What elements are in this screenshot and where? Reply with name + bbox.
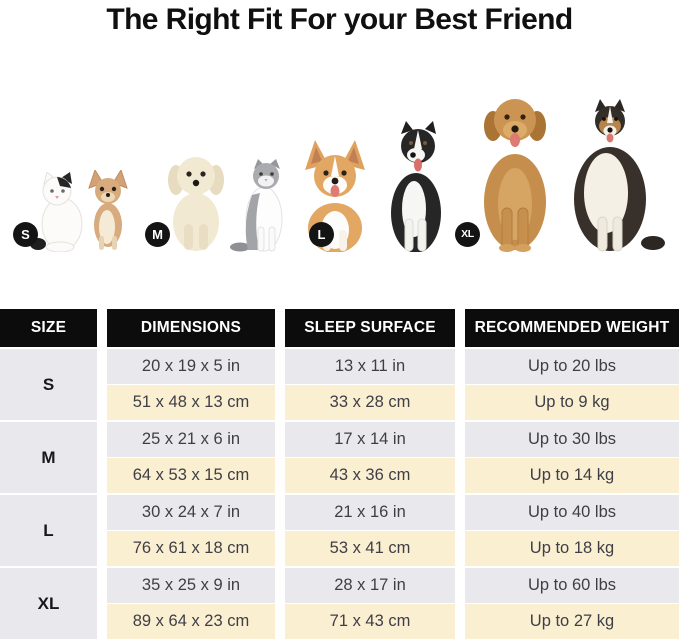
sleep-surface-in-xl: 28 x 17 in	[285, 568, 455, 603]
sleep-surface-in-s: 13 x 11 in	[285, 349, 455, 384]
dimensions-cm-xl: 89 x 64 x 23 cm	[107, 604, 275, 639]
sleep-surface-cm-xl: 71 x 43 cm	[285, 604, 455, 639]
sleep-surface-in-m: 17 x 14 in	[285, 422, 455, 457]
size-badge-xl: XL	[455, 222, 480, 247]
border-collie-photo	[391, 121, 441, 252]
weight-kg-l: Up to 18 kg	[465, 531, 679, 566]
sleep-surface-cm-l: 53 x 41 cm	[285, 531, 455, 566]
dimensions-cm-l: 76 x 61 x 18 cm	[107, 531, 275, 566]
size-label-m: M	[0, 422, 97, 493]
size-chart-table: SIZE DIMENSIONS SLEEP SURFACE RECOMMENDE…	[0, 309, 679, 641]
weight-lbs-l: Up to 40 lbs	[465, 495, 679, 530]
dimensions-in-xl: 35 x 25 x 9 in	[107, 568, 275, 603]
dimensions-cm-m: 64 x 53 x 15 cm	[107, 458, 275, 493]
table-row-group-s: S 20 x 19 x 5 in 13 x 11 in Up to 20 lbs…	[0, 349, 679, 420]
size-label-s: S	[0, 349, 97, 420]
corgi-photo	[305, 140, 365, 252]
gray-cat-photo	[230, 159, 283, 252]
table-row-group-xl: XL 35 x 25 x 9 in 28 x 17 in Up to 60 lb…	[0, 568, 679, 639]
column-header-sleep-surface: SLEEP SURFACE	[285, 309, 455, 347]
dimensions-in-s: 20 x 19 x 5 in	[107, 349, 275, 384]
column-header-recommended-weight: RECOMMENDED WEIGHT	[465, 309, 679, 347]
weight-kg-s: Up to 9 kg	[465, 385, 679, 420]
column-header-dimensions: DIMENSIONS	[107, 309, 275, 347]
size-badge-l: L	[309, 222, 334, 247]
size-badge-s: S	[13, 222, 38, 247]
table-row-group-l: L 30 x 24 x 7 in 21 x 16 in Up to 40 lbs…	[0, 495, 679, 566]
column-header-size: SIZE	[0, 309, 97, 347]
table-header-row: SIZE DIMENSIONS SLEEP SURFACE RECOMMENDE…	[0, 309, 679, 347]
maltese-puppy-photo	[168, 157, 224, 251]
weight-kg-m: Up to 14 kg	[465, 458, 679, 493]
white-cat-photo	[30, 172, 83, 252]
table-row-group-m: M 25 x 21 x 6 in 17 x 14 in Up to 30 lbs…	[0, 422, 679, 493]
pets-size-lineup: S M L XL	[0, 0, 679, 252]
dimensions-cm-s: 51 x 48 x 13 cm	[107, 385, 275, 420]
weight-lbs-xl: Up to 60 lbs	[465, 568, 679, 603]
sleep-surface-cm-m: 43 x 36 cm	[285, 458, 455, 493]
sleep-surface-cm-s: 33 x 28 cm	[285, 385, 455, 420]
weight-lbs-m: Up to 30 lbs	[465, 422, 679, 457]
size-label-l: L	[0, 495, 97, 566]
golden-retriever-photo	[484, 99, 546, 252]
size-badge-m: M	[145, 222, 170, 247]
dimensions-in-l: 30 x 24 x 7 in	[107, 495, 275, 530]
weight-lbs-s: Up to 20 lbs	[465, 349, 679, 384]
weight-kg-xl: Up to 27 kg	[465, 604, 679, 639]
dimensions-in-m: 25 x 21 x 6 in	[107, 422, 275, 457]
size-label-xl: XL	[0, 568, 97, 639]
rough-collie-photo	[574, 99, 665, 252]
chihuahua-photo	[88, 170, 128, 250]
sleep-surface-in-l: 21 x 16 in	[285, 495, 455, 530]
page-title: The Right Fit For your Best Friend	[106, 3, 573, 36]
